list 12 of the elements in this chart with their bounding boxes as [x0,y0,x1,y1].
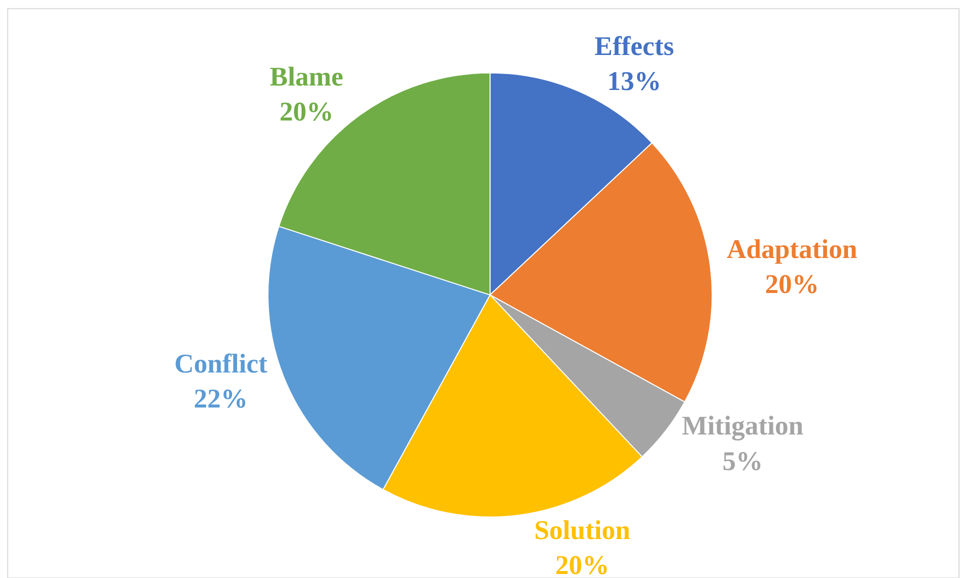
data-label: 13% [607,66,662,96]
data-label: 20% [555,550,610,578]
slice-label: Blame [270,61,344,92]
data-label: 20% [764,269,819,300]
data-label: 5% [722,446,763,476]
data-label: 20% [280,96,334,126]
slice-label: Solution [534,514,630,545]
slice-label: Effects [594,31,674,62]
data-label: 22% [194,384,248,414]
slice-label: Adaptation [726,234,858,264]
slice-label: Conflict [174,348,268,379]
slice-label: Mitigation [682,410,804,441]
